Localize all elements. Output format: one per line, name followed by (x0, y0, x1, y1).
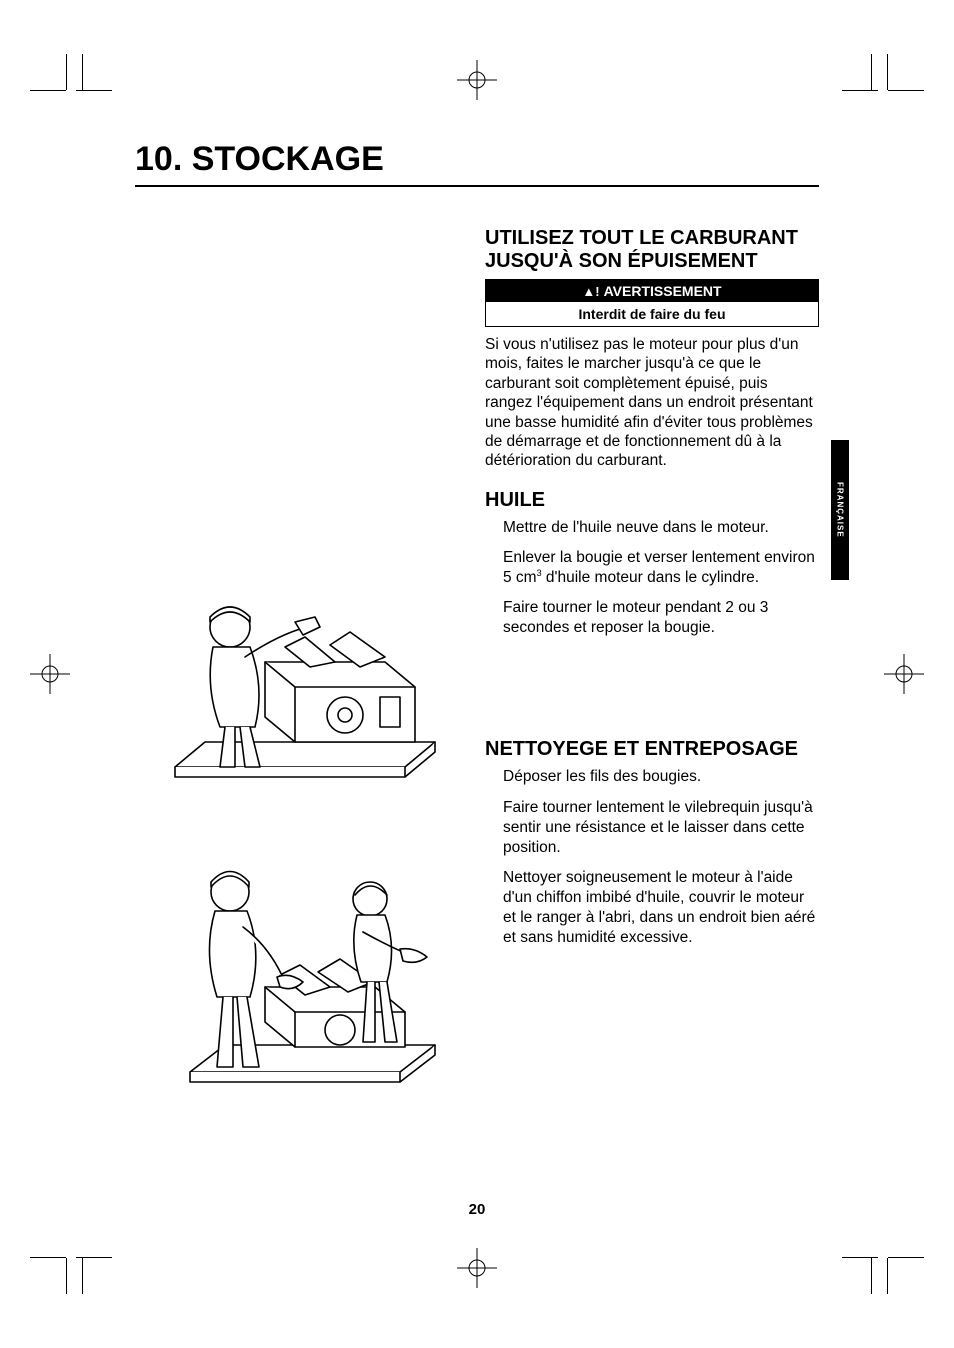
crop-mark (30, 1257, 66, 1258)
registration-mark-icon (457, 1248, 497, 1288)
page: FRANÇAISE 10. STOCKAGE (0, 0, 954, 1348)
oil-item-1: Mettre de l'huile neuve dans le moteur. (503, 518, 819, 538)
content-area: 10. STOCKAGE (135, 140, 819, 1218)
language-tab: FRANÇAISE (831, 440, 849, 580)
crop-mark (82, 54, 83, 90)
page-number: 20 (469, 1201, 486, 1218)
section-heading-fuel: UTILISEZ TOUT LE CARBURANT JUSQU'À SON É… (485, 227, 819, 273)
registration-mark-icon (457, 60, 497, 100)
engine-oil-illustration-icon (135, 567, 465, 797)
crop-mark (887, 54, 888, 90)
crop-mark (871, 54, 872, 90)
warning-box: ▲! AVERTISSEMENT Interdit de faire du fe… (485, 279, 819, 327)
registration-mark-icon (884, 654, 924, 694)
illustration-oil-pour (135, 567, 465, 797)
registration-mark-icon (30, 654, 70, 694)
crop-mark (842, 1257, 878, 1258)
engine-cleaning-illustration-icon (135, 837, 465, 1097)
crop-mark (82, 1258, 83, 1294)
crop-mark (842, 90, 878, 91)
fuel-paragraph: Si vous n'utilisez pas le moteur pour pl… (485, 335, 819, 471)
two-column-layout: UTILISEZ TOUT LE CARBURANT JUSQU'À SON É… (135, 227, 819, 1097)
crop-mark (66, 54, 67, 90)
crop-mark (871, 1258, 872, 1294)
illustration-cleaning (135, 837, 465, 1097)
crop-mark (66, 1258, 67, 1294)
warning-label: AVERTISSEMENT (604, 283, 722, 299)
crop-mark (888, 1257, 924, 1258)
crop-mark (888, 90, 924, 91)
warning-body: Interdit de faire du feu (486, 302, 818, 326)
left-column (135, 227, 465, 1097)
clean-item-1: Déposer les fils des bougies. (503, 767, 819, 787)
clean-item-3: Nettoyer soigneusement le moteur à l'aid… (503, 868, 819, 949)
crop-mark (887, 1258, 888, 1294)
warning-triangle-icon: ▲! (582, 284, 599, 299)
right-column: UTILISEZ TOUT LE CARBURANT JUSQU'À SON É… (485, 227, 819, 1097)
crop-mark (30, 90, 66, 91)
section-heading-clean: NETTOYEGE ET ENTREPOSAGE (485, 738, 819, 761)
warning-header: ▲! AVERTISSEMENT (486, 280, 818, 302)
chapter-title: 10. STOCKAGE (135, 140, 819, 187)
clean-item-2: Faire tourner lentement le vilebrequin j… (503, 798, 819, 858)
crop-mark (76, 90, 112, 91)
section-heading-oil: HUILE (485, 489, 819, 512)
oil-item-3: Faire tourner le moteur pendant 2 ou 3 s… (503, 598, 819, 638)
oil-item-2: Enlever la bougie et verser lentement en… (503, 548, 819, 588)
